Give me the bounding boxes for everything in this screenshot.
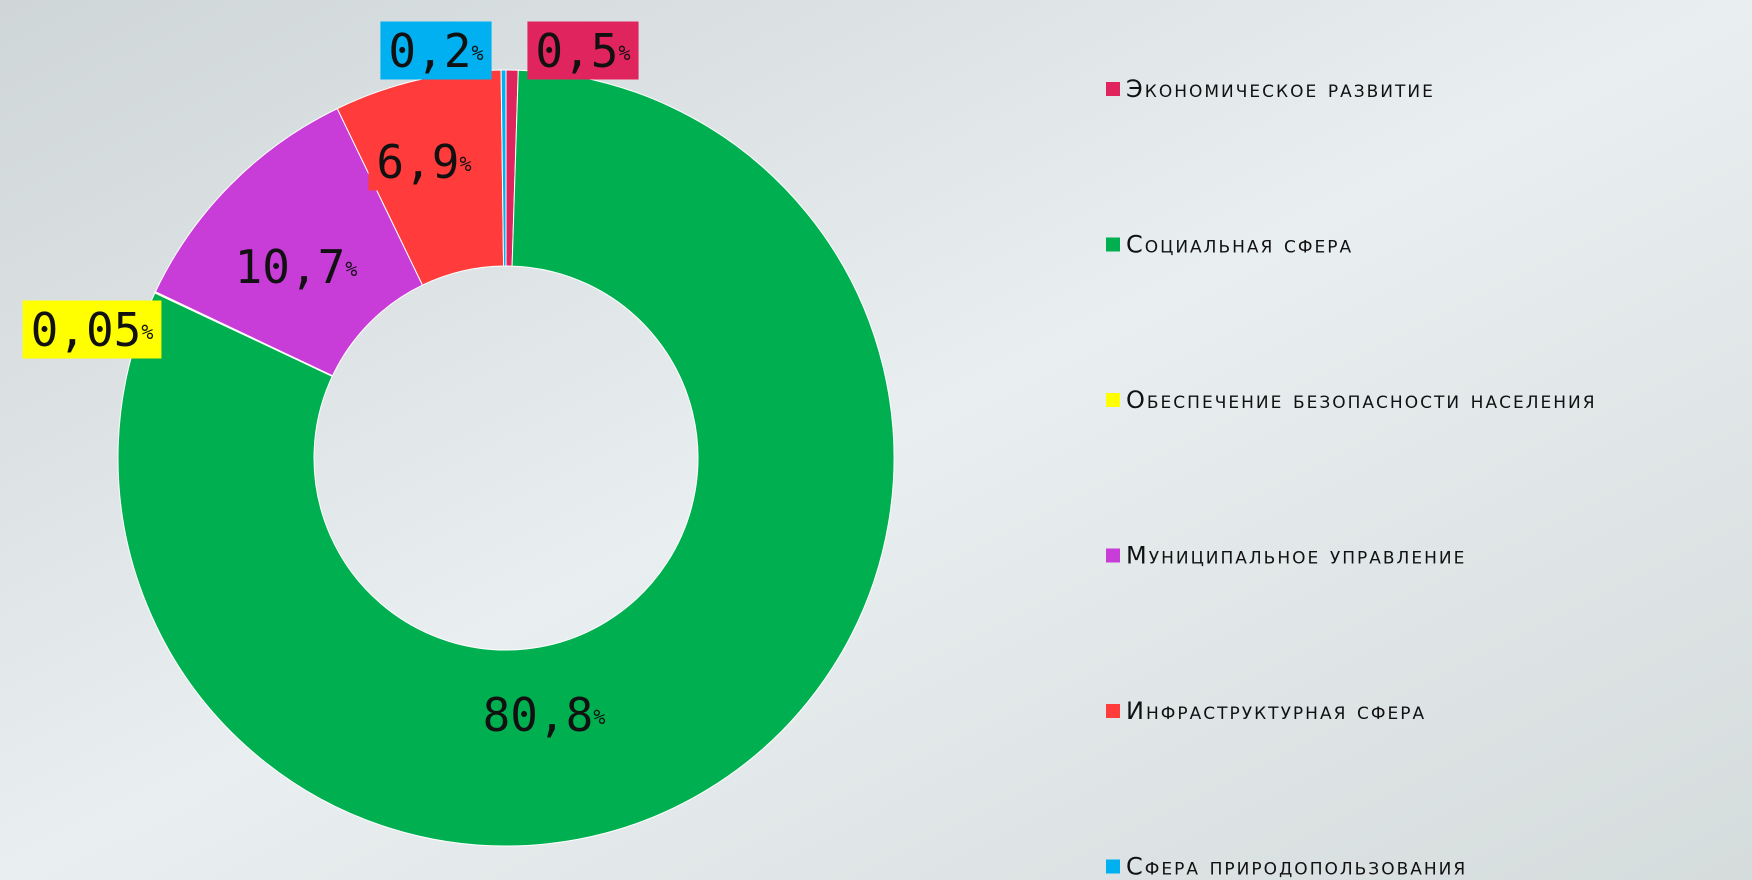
data-label-unit: % <box>460 152 472 176</box>
legend-swatch <box>1106 82 1120 96</box>
data-labels: 0,5%80,8%0,05%10,7%6,9%0,2% <box>22 21 639 742</box>
data-label-group: 80,8% <box>483 688 606 742</box>
data-label-group: 10,7% <box>235 240 358 294</box>
legend-swatch <box>1106 859 1120 874</box>
data-label-value: 0,5 <box>535 24 618 78</box>
legend-label: Обеспечение безопасности населения <box>1126 386 1597 414</box>
data-label: 80,8% <box>483 688 606 742</box>
legend-label: Экономическое развитие <box>1126 75 1435 103</box>
legend: Экономическое развитие Социальная сфера Об… <box>1106 75 1597 880</box>
data-label-box <box>368 132 480 191</box>
data-label: 0,5% <box>535 24 630 78</box>
legend-swatch <box>1106 237 1120 252</box>
donut-segment <box>500 69 507 267</box>
legend-label: Социальная сфера <box>1126 231 1353 259</box>
data-label-group: 0,5% <box>527 21 639 80</box>
data-label-value: 6,9 <box>376 135 459 189</box>
data-label: 0,2% <box>388 24 483 78</box>
data-label-value: 80,8 <box>483 688 594 742</box>
data-label: 10,7% <box>235 240 358 294</box>
data-label-box <box>22 300 162 359</box>
data-label-unit: % <box>472 41 484 65</box>
data-label-group: 0,05% <box>22 300 162 359</box>
legend-label: Инфраструктурная сфера <box>1126 697 1426 725</box>
data-label: 0,05% <box>31 303 154 357</box>
data-label: 6,9% <box>376 135 471 189</box>
data-label-value: 10,7 <box>235 240 346 294</box>
data-label-group: 0,2% <box>380 21 492 80</box>
donut-segment <box>117 69 895 847</box>
legend-label: Муниципальное управление <box>1126 542 1466 570</box>
data-label-box <box>380 21 492 80</box>
legend-swatch <box>1106 393 1120 407</box>
data-label-unit: % <box>593 705 605 729</box>
legend-swatch <box>1106 548 1120 563</box>
data-label-box <box>527 21 639 80</box>
data-label-group: 6,9% <box>368 132 480 191</box>
data-label-unit: % <box>141 320 153 344</box>
donut-segment <box>154 107 424 377</box>
data-label-unit: % <box>619 41 631 65</box>
legend-swatch <box>1106 704 1120 718</box>
data-label-unit: % <box>345 257 357 281</box>
data-label-value: 0,05 <box>31 303 142 357</box>
data-label-value: 0,2 <box>388 24 471 78</box>
legend-label: Сфера природопользования <box>1126 853 1467 880</box>
